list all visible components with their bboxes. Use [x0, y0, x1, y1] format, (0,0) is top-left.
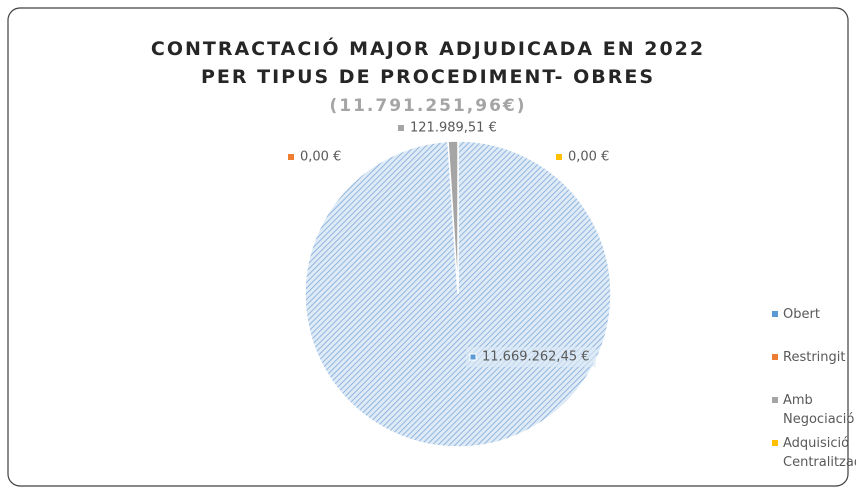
- data-label: 121.989,51 €: [410, 121, 497, 136]
- legend-label: Adquisició Centralitzada: [783, 436, 856, 470]
- chart-title: PER TIPUS DE PROCEDIMENT- OBRES: [201, 66, 655, 88]
- label-background: [466, 347, 596, 367]
- label-marker: [398, 125, 404, 131]
- data-label: 0,00 €: [300, 150, 341, 165]
- legend-swatch: [772, 311, 778, 317]
- pie-slice: [447, 140, 459, 295]
- legend-label: Obert: [783, 307, 820, 322]
- legend-swatch: [772, 354, 778, 360]
- label-marker: [288, 154, 294, 160]
- legend-item: Amb Negociació: [772, 391, 855, 429]
- legend-swatch: [772, 397, 778, 403]
- data-label: 11.669.262,45 €: [482, 350, 590, 365]
- chart-title: CONTRACTACIÓ MAJOR ADJUDICADA EN 2022: [151, 36, 705, 60]
- legend-item: Restringit: [772, 348, 852, 367]
- chart-subtitle: (11.791.251,96€): [329, 96, 526, 116]
- label-marker: [469, 353, 477, 361]
- legend-item: Obert: [772, 305, 852, 324]
- legend-item: Adquisició Centralitzada: [772, 434, 856, 472]
- legend-swatch: [772, 440, 778, 446]
- data-label: 0,00 €: [568, 150, 609, 165]
- legend-label: Restringit: [783, 350, 846, 365]
- legend-label: Amb Negociació: [783, 393, 855, 427]
- label-marker: [556, 154, 562, 160]
